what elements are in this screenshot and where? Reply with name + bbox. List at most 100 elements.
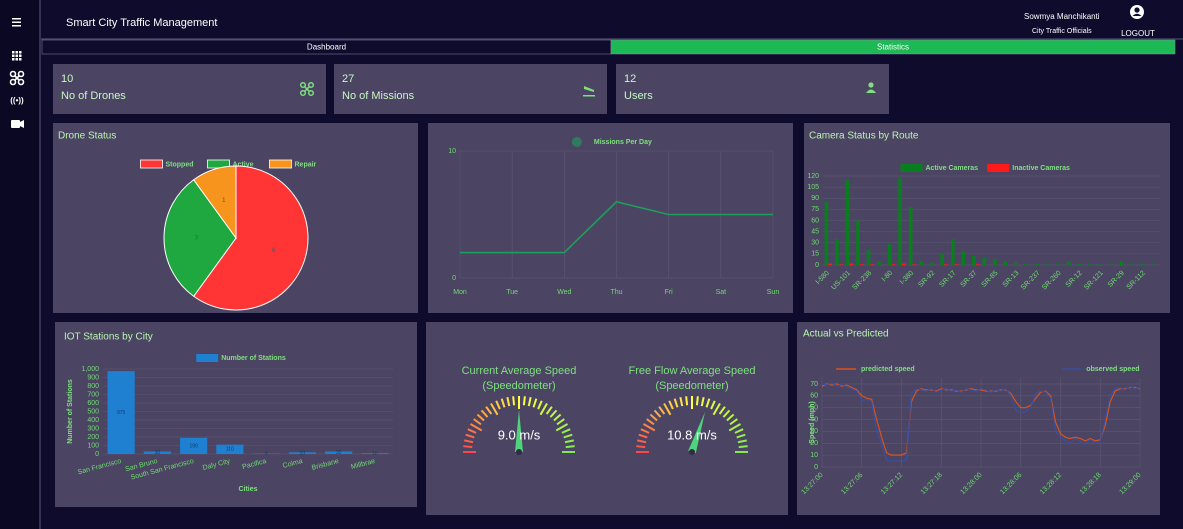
gauge-scale xyxy=(490,403,499,416)
y-tick-label: 400 xyxy=(87,417,99,424)
stat-card xyxy=(53,64,326,114)
bar xyxy=(1056,264,1060,265)
camera-icon[interactable] xyxy=(11,120,24,128)
gauge-scale xyxy=(658,406,666,415)
bar xyxy=(180,437,208,454)
legend-swatch xyxy=(140,159,163,169)
gauge-value: 9.0 m/s xyxy=(498,427,541,442)
drone-icon[interactable] xyxy=(9,70,25,86)
tab[interactable] xyxy=(610,39,1176,55)
bar xyxy=(1045,264,1050,265)
stat-label: No of Drones xyxy=(61,90,126,102)
y-tick-label: 200 xyxy=(87,434,99,441)
bar xyxy=(1129,264,1134,265)
data-label: 190 xyxy=(189,443,198,449)
bar xyxy=(1119,261,1124,265)
data-label: 30 xyxy=(336,450,342,456)
bar xyxy=(1087,264,1092,265)
stat-value: 12 xyxy=(624,73,636,85)
data-label: 975 xyxy=(117,410,126,416)
gauge-scale xyxy=(712,403,721,416)
user-icon[interactable] xyxy=(1130,5,1144,19)
y-tick-label: 90 xyxy=(811,195,819,202)
user-name: Sowmya Manchikanti xyxy=(1024,12,1100,21)
legend-swatch xyxy=(269,159,292,169)
y-tick-label: 30 xyxy=(810,428,818,435)
y-tick-label: 0 xyxy=(815,262,819,269)
y-tick-label: 0 xyxy=(95,451,99,458)
y-axis-label: Number of Stations xyxy=(67,379,74,444)
gauge-scale xyxy=(705,398,711,408)
gauge-scale xyxy=(673,398,679,408)
bar xyxy=(940,253,945,265)
gauge-scale xyxy=(710,400,716,410)
bar xyxy=(912,264,917,265)
gauge-scale xyxy=(643,423,656,432)
stat-label: Users xyxy=(624,90,653,102)
y-tick-label: 105 xyxy=(807,184,819,191)
gauge-scale xyxy=(470,423,483,432)
gauge-scale xyxy=(637,439,647,444)
tab-label[interactable]: Dashboard xyxy=(307,43,346,52)
gauge-scale xyxy=(563,433,573,439)
legend-label: Active Cameras xyxy=(926,165,979,172)
logout-button[interactable]: LOGOUT xyxy=(1121,29,1155,38)
apps-icon[interactable] xyxy=(12,51,22,61)
gauge-value: 10.8 m/s xyxy=(667,427,717,442)
sensor-icon[interactable]: ((•)) xyxy=(10,96,24,105)
gauge-scale xyxy=(522,396,526,406)
user-role: City Traffic Officials xyxy=(1032,28,1092,35)
card-row: 10 No of Drones 27 No of Missions 12 Users xyxy=(53,64,889,114)
bar xyxy=(849,263,854,265)
y-tick-label: 40 xyxy=(810,416,818,423)
bar xyxy=(828,263,832,265)
gauge-scale xyxy=(734,428,744,434)
card-drone-icon xyxy=(299,81,315,97)
bar xyxy=(1014,262,1018,265)
series-line xyxy=(460,200,773,254)
gauge-scale xyxy=(564,439,574,444)
gauge-scale xyxy=(737,439,747,444)
gauge-hub xyxy=(689,449,695,455)
y-tick-label: 1,000 xyxy=(81,366,99,373)
x-tick-label: Tue xyxy=(506,289,518,296)
gauge-scale xyxy=(561,428,571,434)
bar xyxy=(361,453,389,454)
bar xyxy=(975,264,980,265)
tab-label[interactable]: Statistics xyxy=(877,43,909,52)
bar xyxy=(288,452,316,454)
gauge-scale xyxy=(646,418,655,426)
y-tick-label: 500 xyxy=(87,408,99,415)
bar xyxy=(824,201,829,265)
bar xyxy=(143,451,171,454)
bar xyxy=(1108,264,1113,265)
y-tick-label: 800 xyxy=(87,383,99,390)
bar xyxy=(929,262,934,265)
y-tick-label: 30 xyxy=(811,240,819,247)
legend-label: Active xyxy=(233,161,254,168)
gauge-scale xyxy=(495,400,501,410)
sidebar xyxy=(0,0,40,529)
series-line xyxy=(821,382,1141,462)
bar xyxy=(845,179,850,265)
bar xyxy=(972,256,976,265)
pie-slice xyxy=(163,179,237,297)
gauge-scale xyxy=(729,418,738,426)
gauge-scale xyxy=(700,397,705,407)
pie-slice xyxy=(192,165,309,311)
gauge-scale xyxy=(545,406,553,415)
y-tick-label: 120 xyxy=(807,173,819,180)
menu-icon[interactable] xyxy=(12,18,21,27)
bar xyxy=(1140,263,1145,265)
bar xyxy=(887,244,892,265)
pie-slice xyxy=(192,165,237,240)
bar xyxy=(993,259,997,265)
gauge-scale xyxy=(556,418,565,426)
gauge-scale xyxy=(738,445,748,449)
gauge-scale xyxy=(506,397,511,407)
y-tick-label: 75 xyxy=(811,206,819,213)
bar xyxy=(901,263,906,265)
bar xyxy=(216,444,244,454)
x-tick-label: Fri xyxy=(665,289,674,296)
